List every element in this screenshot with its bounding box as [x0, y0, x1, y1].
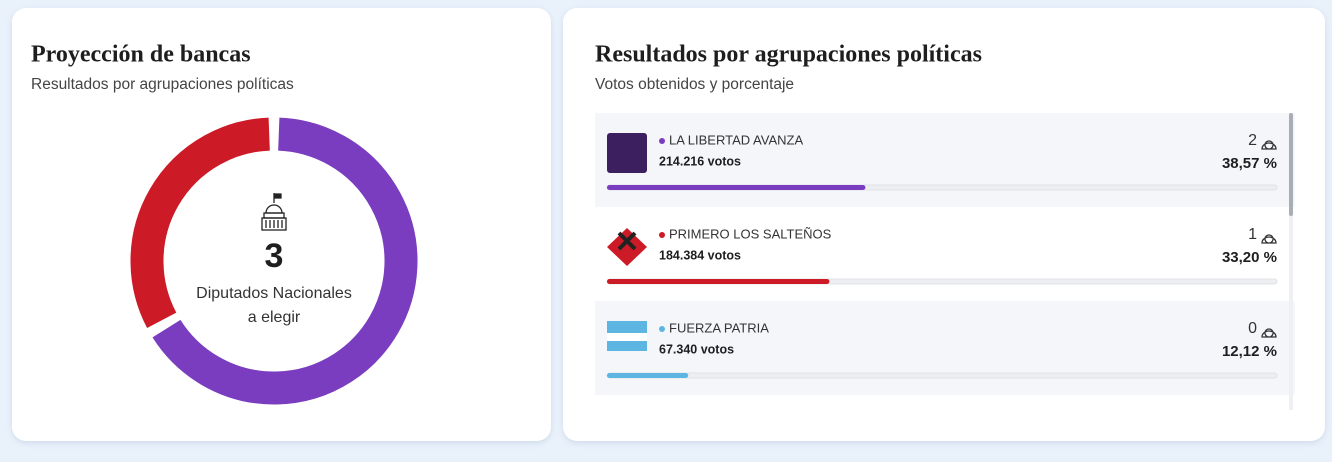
scrollbar-thumb[interactable]	[1289, 113, 1293, 216]
card-subtitle: Votos obtenidos y porcentaje	[595, 76, 794, 93]
progress-bar	[607, 279, 830, 284]
card-subtitle: Resultados por agrupaciones políticas	[31, 76, 294, 93]
party-logo	[607, 341, 647, 351]
center-label: Diputados Nacionales	[196, 285, 352, 302]
card-title: Resultados por agrupaciones políticas	[595, 42, 982, 68]
progress-track	[606, 372, 1278, 379]
capitol-icon	[261, 193, 287, 231]
center-label: a elegir	[248, 309, 301, 326]
party-logo	[607, 321, 647, 333]
party-seats: 1	[1248, 226, 1257, 243]
party-votes: 214.216 votos	[659, 154, 741, 168]
party-row: LA LIBERTAD AVANZA 214.216 votos 2 38,57 %	[595, 113, 1295, 207]
scrollbar-track	[1289, 113, 1293, 410]
party-percent: 33,20 %	[1222, 249, 1277, 266]
party-dot	[659, 326, 665, 332]
party-logo	[617, 231, 637, 251]
party-seats: 2	[1248, 132, 1257, 149]
donut	[130, 117, 418, 405]
person-icon	[1261, 328, 1277, 338]
party-logo	[607, 228, 647, 266]
total-seats: 3	[265, 237, 284, 275]
person-icon	[1261, 234, 1277, 244]
row-background	[595, 113, 1295, 207]
party-votes: 67.340 votos	[659, 342, 734, 356]
progress-bar	[607, 373, 689, 378]
party-dot	[659, 138, 665, 144]
party-row: FUERZA PATRIA 67.340 votos 0 12,12 %	[595, 301, 1295, 395]
party-logo	[607, 133, 647, 173]
progress-bar	[607, 185, 866, 190]
party-name: PRIMERO LOS SALTEÑOS	[669, 226, 832, 241]
party-seats: 0	[1248, 320, 1257, 337]
party-dot	[659, 232, 665, 238]
party-name: LA LIBERTAD AVANZA	[669, 132, 803, 147]
party-list: LA LIBERTAD AVANZA 214.216 votos 2 38,57 % P…	[595, 113, 1295, 395]
row-background	[595, 301, 1295, 395]
party-votes: 184.384 votos	[659, 248, 741, 262]
donut-segment	[152, 117, 418, 405]
party-name: FUERZA PATRIA	[669, 320, 769, 335]
donut-segment	[130, 117, 271, 329]
party-percent: 38,57 %	[1222, 155, 1277, 172]
card-title: Proyección de bancas	[31, 42, 251, 68]
party-row: PRIMERO LOS SALTEÑOS 184.384 votos 1 33,20 …	[595, 207, 1295, 301]
person-icon	[1261, 140, 1277, 150]
party-logo	[607, 333, 647, 341]
party-percent: 12,12 %	[1222, 343, 1277, 360]
row-background	[595, 207, 1295, 301]
